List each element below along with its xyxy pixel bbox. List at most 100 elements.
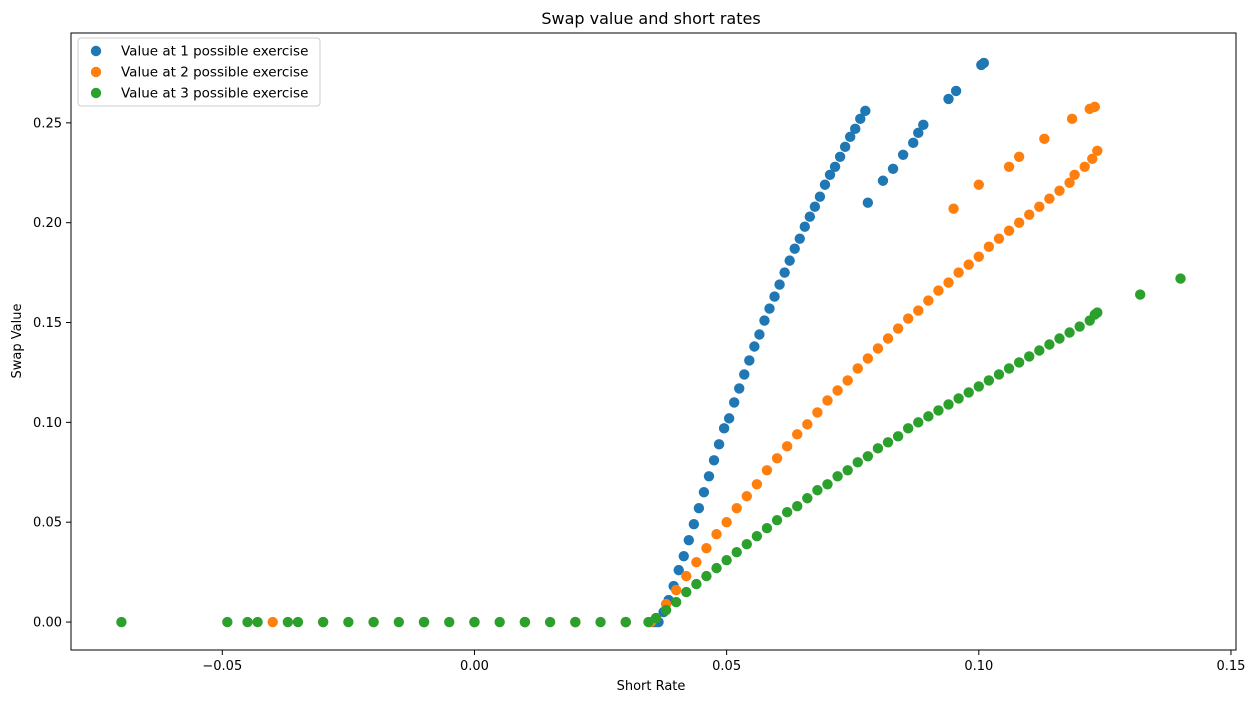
data-point bbox=[1074, 321, 1085, 332]
data-point bbox=[741, 491, 752, 502]
data-point bbox=[802, 419, 813, 430]
data-point bbox=[779, 267, 790, 278]
data-point bbox=[683, 534, 694, 546]
data-point bbox=[242, 616, 253, 628]
data-point bbox=[718, 423, 730, 434]
data-point bbox=[822, 479, 833, 490]
data-point bbox=[852, 363, 863, 374]
data-point bbox=[978, 57, 990, 69]
y-tick-label: 0.10 bbox=[33, 416, 62, 431]
data-point bbox=[792, 429, 803, 440]
legend: Value at 1 possible exercise Value at 2 … bbox=[77, 37, 321, 107]
data-point bbox=[713, 439, 725, 450]
data-point bbox=[784, 255, 795, 266]
data-point bbox=[824, 169, 836, 180]
data-point bbox=[882, 437, 894, 448]
data-point bbox=[860, 105, 871, 117]
data-point bbox=[829, 161, 841, 172]
data-point bbox=[1079, 161, 1090, 172]
x-tick-label: 0.05 bbox=[712, 659, 741, 674]
data-point bbox=[1013, 217, 1025, 228]
data-point bbox=[842, 375, 853, 386]
data-point bbox=[222, 616, 233, 628]
data-point bbox=[1134, 289, 1146, 300]
data-point bbox=[771, 453, 783, 464]
data-point bbox=[822, 395, 833, 406]
data-point bbox=[781, 507, 793, 518]
data-point bbox=[292, 616, 304, 628]
data-point bbox=[711, 562, 722, 574]
data-point bbox=[670, 596, 682, 608]
data-point bbox=[570, 616, 581, 628]
y-tick-label: 0.00 bbox=[33, 616, 62, 631]
data-point bbox=[418, 616, 430, 628]
data-point bbox=[993, 369, 1005, 380]
data-point bbox=[764, 303, 775, 314]
data-point bbox=[771, 515, 783, 526]
legend-box bbox=[77, 37, 321, 107]
data-point bbox=[721, 517, 732, 528]
data-point bbox=[317, 616, 329, 628]
data-point bbox=[913, 127, 924, 139]
data-point bbox=[769, 291, 780, 302]
data-point bbox=[950, 85, 962, 97]
data-point bbox=[973, 179, 984, 190]
data-point bbox=[933, 405, 944, 416]
legend-item-series-2: Value at 2 possible exercise bbox=[90, 65, 308, 81]
legend-item-series-1: Value at 1 possible exercise bbox=[90, 44, 308, 60]
data-point bbox=[267, 616, 278, 628]
data-point bbox=[761, 523, 773, 534]
data-point bbox=[1003, 225, 1015, 236]
data-point bbox=[1175, 273, 1186, 284]
data-point bbox=[839, 141, 851, 153]
legend-label-series-1: Value at 1 possible exercise bbox=[121, 44, 308, 60]
data-point bbox=[721, 554, 732, 566]
data-point bbox=[902, 423, 914, 434]
data-point bbox=[1024, 351, 1035, 362]
data-point bbox=[723, 413, 735, 424]
data-point bbox=[693, 503, 705, 514]
data-point bbox=[855, 113, 866, 125]
data-point bbox=[943, 277, 954, 288]
y-tick-label: 0.20 bbox=[33, 216, 62, 231]
data-point bbox=[1092, 145, 1103, 157]
data-point bbox=[948, 203, 959, 214]
y-axis: 0.00 0.05 0.10 0.15 0.20 0.25 bbox=[33, 116, 71, 631]
data-point bbox=[943, 93, 954, 105]
series-3-points bbox=[116, 273, 1186, 628]
data-point bbox=[744, 355, 755, 366]
data-point bbox=[983, 375, 995, 386]
data-point bbox=[918, 119, 929, 131]
data-point bbox=[711, 528, 722, 540]
data-point bbox=[887, 163, 899, 174]
points-layer bbox=[116, 57, 1186, 628]
data-point bbox=[774, 279, 785, 290]
data-point bbox=[842, 465, 853, 476]
data-point bbox=[728, 397, 740, 408]
data-point bbox=[794, 233, 805, 244]
data-point bbox=[892, 323, 904, 334]
data-point bbox=[799, 221, 810, 232]
data-point bbox=[852, 457, 863, 468]
legend-marker-series-3 bbox=[90, 87, 102, 99]
data-point bbox=[819, 179, 831, 190]
data-point bbox=[731, 546, 742, 558]
data-point bbox=[814, 191, 826, 202]
data-point bbox=[953, 267, 964, 278]
data-point bbox=[116, 616, 127, 628]
x-tick-label: −0.05 bbox=[202, 659, 242, 674]
data-point bbox=[872, 443, 884, 454]
legend-marker-series-2 bbox=[90, 66, 102, 78]
data-point bbox=[1034, 345, 1045, 356]
data-point bbox=[832, 385, 843, 396]
data-point bbox=[620, 616, 631, 628]
data-point bbox=[1003, 363, 1015, 374]
data-point bbox=[494, 616, 505, 628]
data-point bbox=[1039, 133, 1050, 145]
data-point bbox=[751, 530, 763, 542]
data-point bbox=[1003, 161, 1015, 172]
data-point bbox=[343, 616, 354, 628]
data-point bbox=[832, 471, 843, 482]
y-axis-label: Swap Value bbox=[10, 304, 25, 379]
